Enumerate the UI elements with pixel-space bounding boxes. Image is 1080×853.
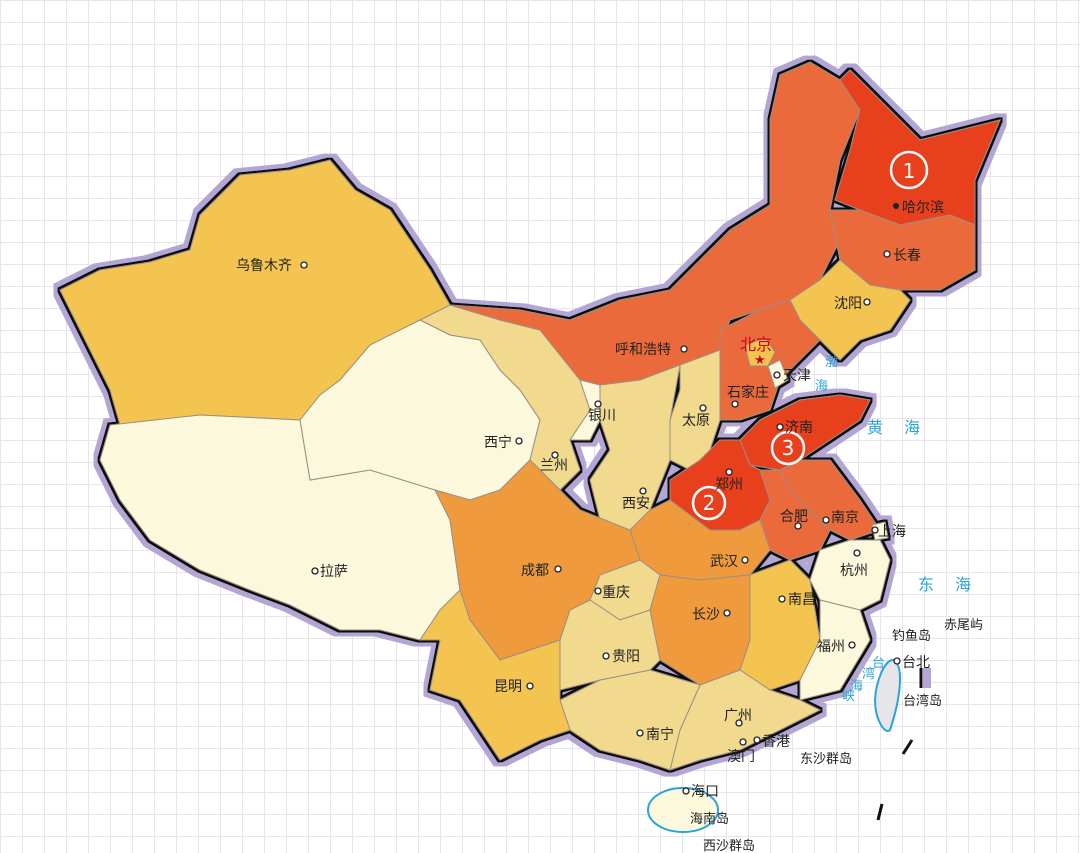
svg-text:台北: 台北 [902, 655, 930, 671]
province-hainan[interactable] [647, 787, 719, 833]
rank-markers: 1 2 3 [691, 150, 929, 521]
rank-marker-1: 1 [889, 150, 929, 190]
svg-text:香港: 香港 [762, 734, 790, 750]
provinces [59, 61, 1001, 771]
svg-text:上海: 上海 [878, 524, 906, 540]
svg-text:合肥: 合肥 [780, 509, 808, 525]
svg-text:峡: 峡 [842, 689, 855, 704]
svg-text:重庆: 重庆 [602, 585, 630, 601]
svg-text:哈尔滨: 哈尔滨 [902, 200, 944, 216]
sea-labels: 渤 海 黄 海 东 海 台 湾 海 峡 [815, 354, 979, 704]
svg-text:济南: 济南 [785, 420, 813, 436]
capital-marker: 北京 ★ [740, 335, 772, 368]
province-ningxia[interactable] [569, 379, 601, 441]
svg-text:海南岛: 海南岛 [690, 811, 729, 827]
svg-text:西沙群岛: 西沙群岛 [703, 838, 755, 853]
svg-text:沈阳: 沈阳 [834, 296, 862, 312]
svg-text:长沙: 长沙 [692, 607, 720, 623]
svg-text:南京: 南京 [831, 510, 859, 526]
svg-text:长春: 长春 [893, 248, 921, 264]
svg-text:太原: 太原 [682, 413, 710, 429]
province-guizhou[interactable] [559, 599, 661, 691]
province-taiwan[interactable] [873, 658, 901, 732]
svg-text:乌鲁木齐: 乌鲁木齐 [236, 258, 292, 274]
svg-text:赤尾屿: 赤尾屿 [944, 618, 983, 633]
svg-text:东 海: 东 海 [918, 575, 979, 594]
svg-text:海: 海 [815, 379, 828, 394]
svg-text:2: 2 [703, 491, 716, 515]
svg-text:南昌: 南昌 [788, 592, 816, 608]
svg-text:杭州: 杭州 [840, 563, 868, 579]
svg-text:郑州: 郑州 [715, 477, 743, 493]
province-yunnan[interactable] [419, 589, 571, 761]
svg-text:钓鱼岛: 钓鱼岛 [892, 628, 931, 644]
svg-text:石家庄: 石家庄 [727, 384, 769, 401]
svg-text:西安: 西安 [622, 496, 650, 512]
svg-text:海: 海 [850, 679, 863, 694]
svg-text:武汉: 武汉 [710, 554, 738, 570]
province-beijing[interactable] [744, 337, 776, 367]
svg-text:南宁: 南宁 [646, 726, 674, 743]
rank-marker-3: 3 [770, 430, 806, 466]
province-hunan[interactable] [649, 574, 751, 686]
svg-text:北京: 北京 [740, 335, 772, 354]
svg-text:澳门: 澳门 [727, 749, 755, 765]
island-labels: 台湾岛 钓鱼岛 赤尾屿 东沙群岛 海南岛 西沙群岛 [690, 618, 983, 853]
city-labels: 乌鲁木齐 拉萨 西宁 兰州 银川 呼和浩特 天津 石家庄 太原 济南 郑州 西安… [236, 200, 944, 800]
svg-text:西宁: 西宁 [484, 434, 512, 451]
svg-text:拉萨: 拉萨 [320, 564, 348, 580]
svg-text:3: 3 [782, 436, 795, 460]
svg-text:黄 海: 黄 海 [867, 418, 928, 437]
svg-text:成都: 成都 [521, 563, 549, 579]
svg-text:贵阳: 贵阳 [612, 649, 640, 665]
svg-text:兰州: 兰州 [540, 458, 568, 474]
svg-text:广州: 广州 [724, 708, 752, 724]
svg-text:福州: 福州 [817, 639, 845, 655]
rank-marker-2: 2 [691, 485, 727, 521]
svg-text:东沙群岛: 东沙群岛 [800, 751, 852, 767]
svg-text:天津: 天津 [783, 368, 811, 384]
svg-text:呼和浩特: 呼和浩特 [615, 342, 671, 358]
svg-text:昆明: 昆明 [494, 679, 522, 695]
svg-text:海口: 海口 [691, 784, 719, 800]
province-zhejiang[interactable] [809, 539, 891, 611]
boundary-dashes [876, 668, 931, 821]
svg-text:1: 1 [903, 159, 916, 183]
svg-text:台: 台 [872, 656, 885, 671]
svg-text:湾: 湾 [862, 666, 875, 682]
svg-text:银川: 银川 [588, 408, 616, 424]
svg-text:渤: 渤 [825, 354, 838, 370]
province-fujian[interactable] [799, 599, 871, 701]
svg-text:★: ★ [754, 353, 766, 368]
svg-text:台湾岛: 台湾岛 [903, 693, 942, 709]
